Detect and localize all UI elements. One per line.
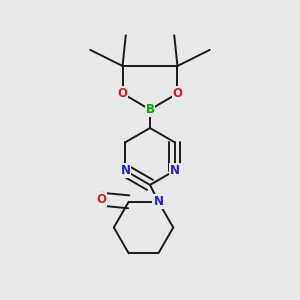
Text: O: O	[118, 87, 128, 100]
Text: N: N	[169, 164, 180, 177]
Text: O: O	[172, 87, 182, 100]
Text: B: B	[146, 103, 154, 116]
Text: N: N	[153, 195, 164, 208]
Text: O: O	[96, 193, 106, 206]
Text: N: N	[120, 164, 130, 177]
